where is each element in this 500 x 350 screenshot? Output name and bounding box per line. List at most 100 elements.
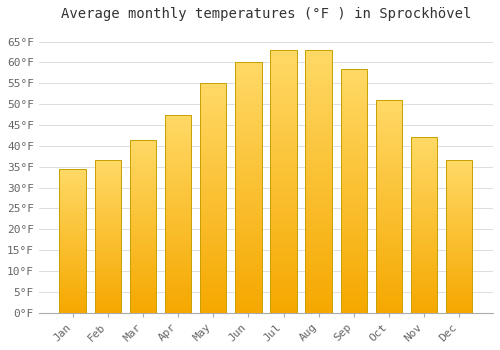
Bar [411,244,438,246]
Bar [411,264,438,265]
Bar [340,69,367,313]
Bar [340,74,367,76]
Bar [306,131,332,134]
Bar [200,189,226,191]
Bar [165,225,191,228]
Bar [200,198,226,200]
Bar [376,208,402,211]
Bar [200,141,226,143]
Bar [376,113,402,115]
Bar [165,265,191,267]
Bar [306,218,332,221]
Bar [376,125,402,128]
Bar [235,305,262,308]
Bar [94,194,121,195]
Bar [306,84,332,87]
Bar [446,287,472,288]
Bar [376,219,402,221]
Bar [306,239,332,242]
Bar [376,291,402,294]
Bar [340,120,367,122]
Bar [130,193,156,195]
Bar [340,305,367,308]
Bar [411,309,438,311]
Bar [340,252,367,254]
Bar [411,297,438,299]
Bar [165,182,191,184]
Bar [235,225,262,228]
Bar [94,287,121,288]
Bar [446,253,472,255]
Bar [165,174,191,176]
Bar [340,259,367,261]
Bar [165,255,191,257]
Bar [200,163,226,166]
Bar [306,68,332,71]
Bar [376,174,402,176]
Bar [94,221,121,223]
Bar [200,102,226,104]
Bar [446,189,472,191]
Title: Average monthly temperatures (°F ) in Sprockhövel: Average monthly temperatures (°F ) in Sp… [60,7,471,21]
Bar [130,231,156,233]
Bar [165,202,191,204]
Bar [60,252,86,254]
Bar [340,288,367,291]
Bar [130,311,156,313]
Bar [376,172,402,174]
Bar [60,307,86,308]
Bar [376,130,402,132]
Bar [376,230,402,232]
Bar [411,159,438,160]
Bar [235,85,262,88]
Bar [376,168,402,170]
Bar [306,273,332,276]
Bar [165,281,191,283]
Bar [200,306,226,308]
Bar [306,145,332,147]
Bar [411,255,438,257]
Bar [411,257,438,258]
Bar [446,235,472,237]
Bar [340,130,367,132]
Bar [235,120,262,122]
Bar [446,262,472,264]
Bar [306,124,332,126]
Bar [270,74,296,76]
Bar [340,118,367,120]
Bar [270,79,296,82]
Bar [94,176,121,177]
Bar [165,192,191,194]
Bar [376,289,402,291]
Bar [376,108,402,111]
Bar [376,181,402,183]
Bar [130,166,156,167]
Bar [235,247,262,250]
Bar [130,247,156,248]
Bar [60,280,86,281]
Bar [94,189,121,191]
Bar [446,232,472,233]
Bar [411,208,438,209]
Bar [446,247,472,249]
Bar [165,231,191,233]
Bar [306,265,332,268]
Bar [340,183,367,186]
Bar [446,265,472,267]
Bar [130,228,156,230]
Bar [235,100,262,103]
Bar [165,295,191,297]
Bar [446,221,472,223]
Bar [60,233,86,235]
Bar [306,166,332,168]
Bar [60,189,86,190]
Bar [94,160,121,162]
Bar [376,166,402,168]
Bar [235,288,262,290]
Bar [411,146,438,148]
Bar [306,260,332,263]
Bar [340,103,367,105]
Bar [235,138,262,140]
Bar [376,202,402,204]
Bar [200,246,226,248]
